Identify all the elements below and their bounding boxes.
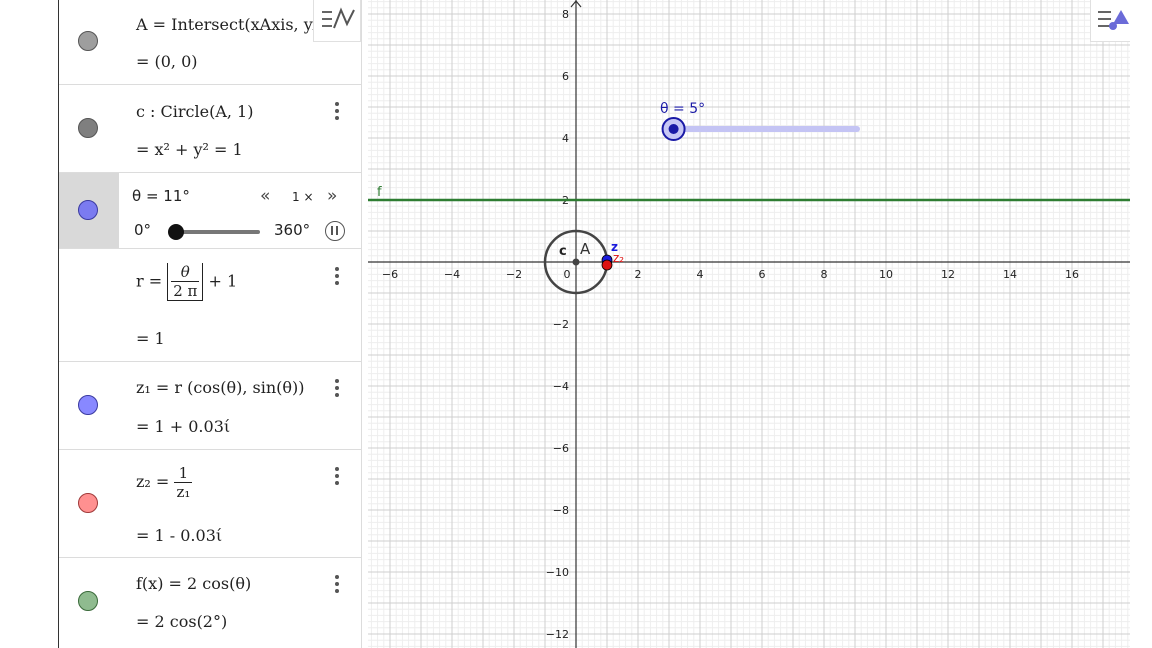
rewind-icon[interactable]: « xyxy=(260,186,271,206)
more-options-icon[interactable] xyxy=(335,575,339,596)
x-tick-label: 8 xyxy=(821,268,828,281)
fraction-denominator: 2 π xyxy=(173,282,198,300)
algebra-row-theta[interactable]: θ = 11° « 1 × » 0° 360° xyxy=(59,173,361,249)
algebra-row-r[interactable]: r = θ 2 π + 1 = 1 xyxy=(59,249,361,362)
value-A: = (0, 0) xyxy=(136,52,198,71)
r-rest: + 1 xyxy=(208,271,238,291)
x-tick-label: 2 xyxy=(635,268,642,281)
y-tick-label: 8 xyxy=(562,8,569,21)
y-tick-label: −8 xyxy=(553,504,569,517)
visibility-dot-z1[interactable] xyxy=(78,395,98,415)
more-options-icon[interactable] xyxy=(335,467,339,488)
algebra-row-c[interactable]: c : Circle(A, 1) = x² + y² = 1 xyxy=(59,85,361,173)
definition-r[interactable]: r = θ 2 π + 1 xyxy=(136,263,237,301)
y-tick-label: 6 xyxy=(562,70,569,83)
visibility-dot-theta[interactable] xyxy=(78,200,98,220)
row-marker xyxy=(59,249,119,361)
y-tick-label: −10 xyxy=(546,566,569,579)
algebra-row-z2[interactable]: z₂ = 1 z₁ = 1 - 0.03ί xyxy=(59,450,361,558)
circle-c-label: c xyxy=(559,244,567,259)
visibility-dot-z2[interactable] xyxy=(78,493,98,513)
algebra-row-A[interactable]: A = Intersect(xAxis, yA = (0, 0) xyxy=(59,0,361,85)
z2-lhs: z₂ = xyxy=(136,472,170,491)
x-tick-label: −4 xyxy=(444,268,460,281)
fraction-numerator: 1 xyxy=(174,464,193,483)
algebra-view: A = Intersect(xAxis, yA = (0, 0) c : Cir… xyxy=(58,0,362,648)
more-options-icon[interactable] xyxy=(335,267,339,288)
x-tick-label: −2 xyxy=(506,268,522,281)
visibility-dot-A[interactable] xyxy=(78,31,98,51)
point-z1-label: z xyxy=(611,240,618,254)
x-tick-label: 4 xyxy=(697,268,704,281)
definition-z2[interactable]: z₂ = 1 z₁ xyxy=(136,464,193,501)
y-axis-arrow xyxy=(570,0,582,8)
value-z1: = 1 + 0.03ί xyxy=(136,417,231,436)
point-A-label: A xyxy=(580,240,591,258)
y-tick-label: −6 xyxy=(553,442,569,455)
value-r: = 1 xyxy=(136,329,165,348)
definition-f[interactable]: f(x) = 2 cos(θ) xyxy=(136,574,252,593)
graph-style-icon[interactable] xyxy=(313,0,361,42)
algebra-style-icon[interactable] xyxy=(1090,0,1130,42)
algebra-row-f[interactable]: f(x) = 2 cos(θ) = 2 cos(2°) xyxy=(59,558,361,648)
more-options-icon[interactable] xyxy=(335,379,339,400)
definition-z1[interactable]: z₁ = r (cos(θ), sin(θ)) xyxy=(136,378,305,397)
x-tick-label: 6 xyxy=(759,268,766,281)
theta-slider-knob[interactable] xyxy=(668,124,679,134)
y-tick-label: −12 xyxy=(546,628,569,641)
x-tick-label: −6 xyxy=(382,268,398,281)
r-lhs: r = xyxy=(136,271,163,291)
definition-A[interactable]: A = Intersect(xAxis, yA xyxy=(136,15,325,34)
more-options-icon[interactable] xyxy=(335,102,339,123)
fraction: θ 2 π xyxy=(171,263,200,300)
theta-slider-handle[interactable] xyxy=(168,224,184,240)
y-tick-label: 4 xyxy=(562,132,569,145)
theta-slider-label: θ = 5° xyxy=(660,101,705,117)
value-z2: = 1 - 0.03ί xyxy=(136,526,223,545)
slider-min-label: 0° xyxy=(134,221,152,239)
point-z2-label: z₂ xyxy=(613,251,624,265)
value-f: = 2 cos(2°) xyxy=(136,612,228,631)
theta-slider-track[interactable] xyxy=(176,230,260,234)
x-tick-label: 10 xyxy=(879,268,893,281)
function-f-label: f xyxy=(377,185,382,200)
point-A[interactable] xyxy=(572,258,580,266)
graphics-view[interactable]: −6−4−202468101214168642−2−4−6−8−10−12fcA… xyxy=(368,0,1130,648)
definition-theta[interactable]: θ = 11° xyxy=(132,187,190,205)
algebra-row-z1[interactable]: z₁ = r (cos(θ), sin(θ)) = 1 + 0.03ί xyxy=(59,362,361,450)
value-c: = x² + y² = 1 xyxy=(136,140,243,159)
x-tick-label: 0 xyxy=(564,268,571,281)
pause-icon[interactable] xyxy=(325,221,345,241)
fraction-numerator: θ xyxy=(171,263,200,282)
slider-max-label: 360° xyxy=(274,221,311,239)
definition-c[interactable]: c : Circle(A, 1) xyxy=(136,102,254,121)
x-tick-label: 16 xyxy=(1065,268,1079,281)
fraction-denominator: z₁ xyxy=(176,483,191,501)
point-z2[interactable] xyxy=(601,259,613,271)
x-tick-label: 12 xyxy=(941,268,955,281)
visibility-dot-f[interactable] xyxy=(78,591,98,611)
x-tick-label: 14 xyxy=(1003,268,1017,281)
fast-forward-icon[interactable]: » xyxy=(327,186,338,206)
speed-label[interactable]: 1 × xyxy=(292,190,314,204)
y-tick-label: −2 xyxy=(553,318,569,331)
y-tick-label: −4 xyxy=(553,380,569,393)
floor-bracket: θ 2 π xyxy=(167,263,204,301)
fraction: 1 z₁ xyxy=(174,464,193,501)
visibility-dot-c[interactable] xyxy=(78,118,98,138)
